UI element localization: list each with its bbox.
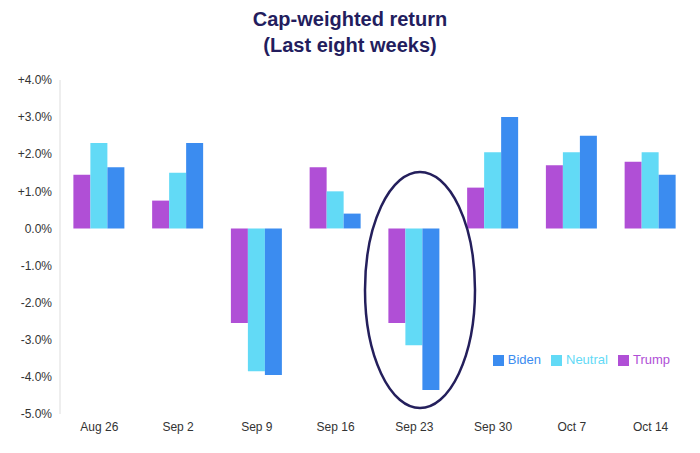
svg-text:-3.0%: -3.0% bbox=[21, 333, 53, 347]
html-text:(Last eight weeks): (Last eight weeks) bbox=[263, 34, 437, 56]
svg-text:-4.0%: -4.0% bbox=[21, 370, 53, 384]
svg-text:+4.0%: +4.0% bbox=[18, 73, 53, 87]
svg-text:Sep 9: Sep 9 bbox=[241, 420, 273, 434]
svg-text:Sep 23: Sep 23 bbox=[395, 420, 433, 434]
html-text:Cap-weighted return: Cap-weighted return bbox=[252, 8, 448, 30]
svg-text:Sep 30: Sep 30 bbox=[474, 420, 512, 434]
html-text:Biden: Biden bbox=[507, 352, 541, 367]
svg-text:-2.0%: -2.0% bbox=[21, 296, 53, 310]
html-text:Trump: Trump bbox=[632, 352, 670, 367]
svg-text:+3.0%: +3.0% bbox=[18, 110, 53, 124]
svg-text:-1.0%: -1.0% bbox=[21, 259, 53, 273]
svg-text:Oct 7: Oct 7 bbox=[558, 420, 587, 434]
svg-text:+1.0%: +1.0% bbox=[18, 185, 53, 199]
svg-text:Sep 2: Sep 2 bbox=[162, 420, 194, 434]
svg-text:Sep 16: Sep 16 bbox=[317, 420, 355, 434]
svg-text:Aug 26: Aug 26 bbox=[80, 420, 118, 434]
svg-text:0.0%: 0.0% bbox=[25, 222, 53, 236]
svg-text:Oct 14: Oct 14 bbox=[633, 420, 669, 434]
svg-text:-5.0%: -5.0% bbox=[21, 407, 53, 421]
html-text:Neutral: Neutral bbox=[566, 352, 608, 367]
svg-text:+2.0%: +2.0% bbox=[18, 147, 53, 161]
